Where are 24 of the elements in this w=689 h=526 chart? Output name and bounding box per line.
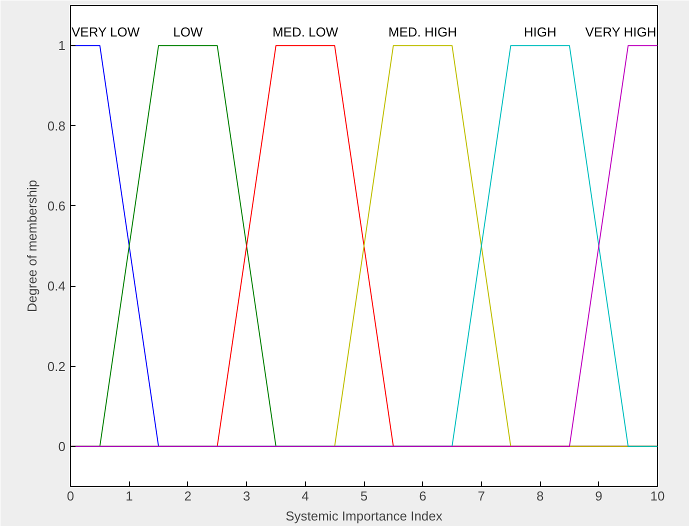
- x-tick-label: 10: [650, 488, 665, 504]
- x-tick-label: 7: [478, 488, 486, 504]
- x-tick-label: 5: [360, 488, 368, 504]
- series-label: MED. HIGH: [388, 24, 458, 40]
- x-tick-label: 8: [536, 488, 544, 504]
- x-tick-label: 9: [595, 488, 602, 504]
- x-tick-label: 4: [302, 488, 309, 504]
- x-tick-label: 1: [126, 488, 133, 504]
- x-tick-label: 6: [419, 488, 426, 504]
- series-label: MED. LOW: [272, 24, 339, 40]
- series-label: HIGH: [524, 24, 556, 40]
- y-tick-label: 0.4: [47, 278, 66, 294]
- y-tick-label: 0.8: [47, 118, 66, 134]
- y-tick-label: 0: [58, 438, 66, 454]
- series-label: VERY LOW: [72, 24, 140, 40]
- series-label: VERY HIGH: [585, 24, 656, 40]
- y-tick-label: 0.6: [47, 198, 66, 214]
- x-axis-title: Systemic Importance Index: [286, 508, 443, 524]
- y-tick-label: 0.2: [47, 358, 66, 374]
- x-tick-label: 2: [184, 488, 192, 504]
- series-label: LOW: [173, 24, 204, 40]
- y-axis-title: Degree of membership: [24, 180, 40, 312]
- y-tick-label: 1: [58, 38, 66, 54]
- x-tick-label: 3: [242, 488, 250, 504]
